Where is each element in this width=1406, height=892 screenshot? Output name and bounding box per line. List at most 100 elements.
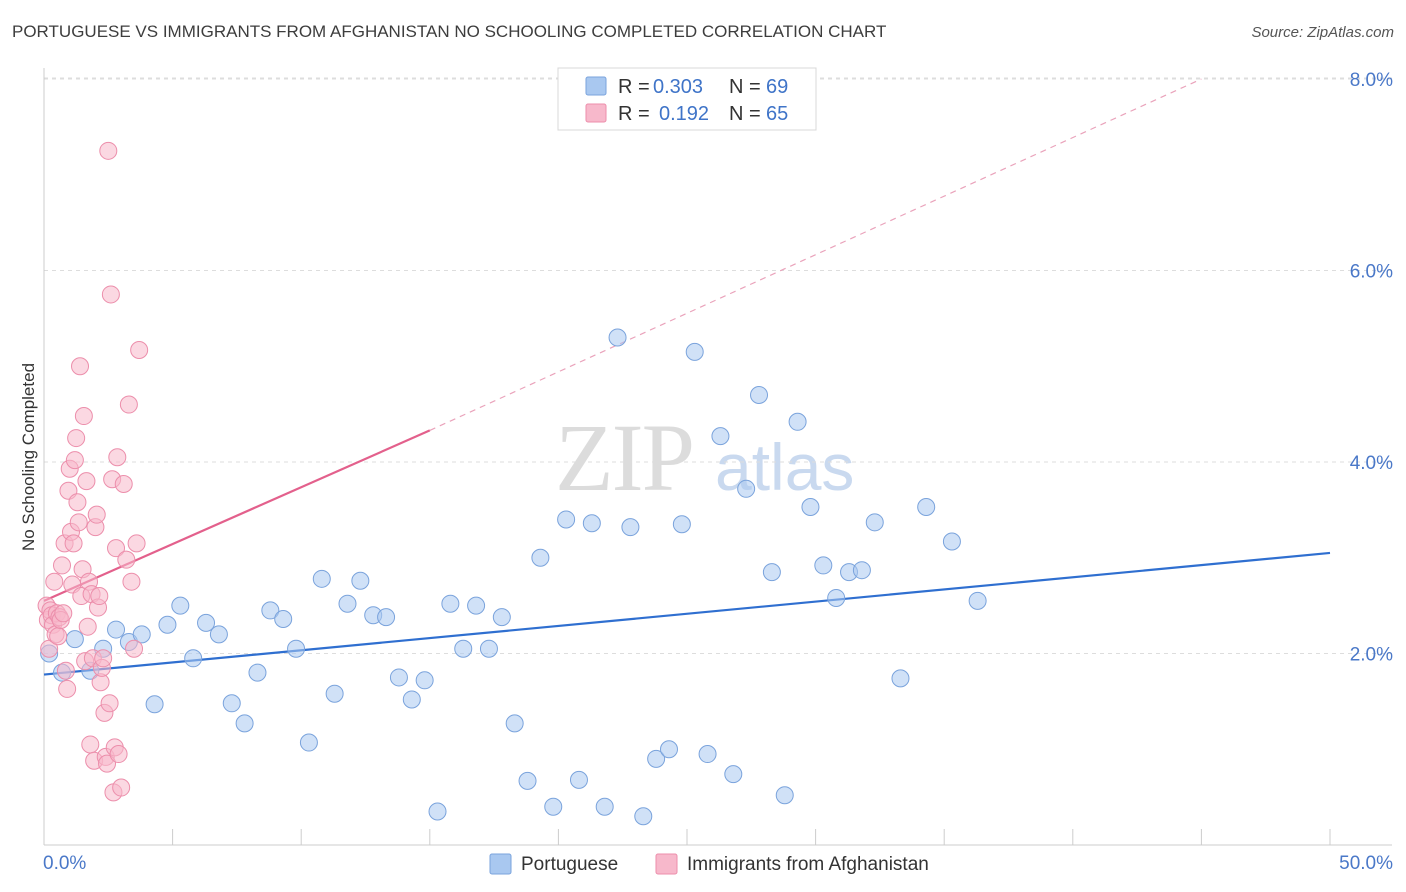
axes (43, 68, 1392, 846)
point-s0-56 (762, 563, 781, 582)
point-s1-54 (107, 539, 126, 558)
point-s0-18 (274, 610, 293, 629)
point-s0-45 (621, 518, 640, 537)
point-s0-34 (479, 639, 498, 658)
y-tick-labels: 2.0% 4.0% 6.0% 8.0% (1350, 70, 1393, 666)
point-s1-6 (45, 572, 64, 591)
x-tick-label-max: 50.0% (1339, 853, 1393, 874)
point-s0-32 (454, 639, 473, 658)
point-s1-56 (109, 745, 128, 764)
point-s1-22 (65, 451, 84, 470)
point-s0-40 (557, 510, 576, 529)
point-s0-67 (942, 532, 961, 551)
point-s1-15 (56, 661, 75, 680)
point-s0-26 (377, 608, 396, 627)
point-s1-39 (87, 505, 106, 524)
point-s0-11 (184, 649, 203, 668)
point-s1-49 (100, 694, 119, 713)
legend-r-label-afghanistan: R = (618, 103, 650, 125)
point-s1-25 (69, 513, 88, 532)
bottom-legend-swatch-afghanistan (655, 853, 678, 875)
point-s0-61 (827, 588, 846, 607)
bottom-legend-label-afghanistan: Immigrants from Afghanistan (687, 854, 929, 875)
y-tick-label-3: 8.0% (1350, 70, 1393, 91)
chart-title: PORTUGUESE VS IMMIGRANTS FROM AFGHANISTA… (12, 22, 887, 41)
bottom-legend-swatch-portuguese (489, 853, 512, 875)
point-s0-48 (659, 740, 678, 759)
point-s0-54 (737, 479, 756, 498)
point-s0-36 (505, 714, 524, 733)
legend-n-label-afghanistan: N = (729, 103, 761, 125)
point-s0-43 (595, 797, 614, 816)
y-tick-label-1: 4.0% (1350, 453, 1393, 474)
point-s1-9 (49, 627, 68, 646)
point-s0-53 (724, 765, 743, 784)
point-s0-65 (891, 669, 910, 688)
point-s0-23 (338, 594, 357, 613)
point-s0-39 (544, 797, 563, 816)
point-s0-38 (531, 548, 550, 567)
point-s1-31 (77, 472, 96, 491)
legend-r-label-portuguese: R = (618, 76, 650, 98)
point-s0-10 (171, 596, 190, 615)
point-s0-31 (441, 594, 460, 613)
point-s1-44 (94, 649, 113, 668)
point-s0-28 (402, 690, 421, 709)
point-s0-12 (197, 613, 216, 632)
point-s0-5 (107, 620, 126, 639)
point-s1-23 (67, 429, 86, 448)
watermark-atlas: atlas (715, 430, 854, 504)
point-s0-47 (647, 749, 666, 768)
point-s1-26 (71, 357, 90, 376)
point-s0-57 (775, 786, 794, 805)
point-s1-41 (90, 587, 109, 606)
point-s1-47 (98, 754, 117, 773)
legend: R = 0.303 N = 69 R = 0.192 N = 65 (557, 67, 817, 131)
x-tick-label-min: 0.0% (43, 853, 86, 874)
point-s0-16 (248, 663, 267, 682)
point-s0-24 (351, 571, 370, 590)
point-s0-49 (672, 515, 691, 534)
point-s1-50 (101, 285, 120, 304)
legend-n-value-portuguese: 69 (766, 76, 788, 98)
point-s0-59 (801, 498, 820, 517)
point-s0-30 (428, 802, 447, 821)
point-s0-64 (865, 513, 884, 532)
point-s0-37 (518, 771, 537, 790)
series-afghanistan-points (37, 141, 149, 802)
point-s0-29 (415, 671, 434, 690)
point-s0-52 (711, 427, 730, 446)
trend-line-extension-1 (429, 78, 1202, 431)
trend-line-0 (43, 551, 1331, 676)
point-s0-27 (389, 668, 408, 687)
point-s0-22 (325, 684, 344, 703)
point-s0-58 (788, 412, 807, 431)
bottom-legend-label-portuguese: Portuguese (521, 854, 618, 875)
point-s0-68 (968, 591, 987, 610)
y-axis-label: No Schooling Completed (19, 363, 38, 551)
point-s0-51 (698, 745, 717, 764)
point-s0-42 (582, 514, 601, 533)
point-s1-62 (125, 639, 144, 658)
point-s1-63 (127, 534, 146, 553)
point-s1-34 (81, 735, 100, 754)
point-s1-29 (74, 407, 93, 426)
legend-n-label-portuguese: N = (729, 76, 761, 98)
point-s0-41 (569, 770, 588, 789)
point-s1-60 (119, 395, 138, 414)
y-tick-label-2: 6.0% (1350, 262, 1393, 283)
point-s0-9 (158, 615, 177, 634)
watermark: ZIP atlas (555, 404, 854, 511)
point-s0-66 (917, 498, 936, 517)
trend-lines (43, 78, 1331, 676)
point-s0-21 (312, 569, 331, 588)
point-s0-60 (814, 556, 833, 575)
point-s0-46 (634, 807, 653, 826)
point-s0-14 (222, 694, 241, 713)
point-s0-55 (750, 385, 769, 404)
point-s1-24 (68, 493, 87, 512)
point-s0-63 (852, 561, 871, 580)
y-tick-label-0: 2.0% (1350, 645, 1393, 666)
point-s1-61 (122, 572, 141, 591)
